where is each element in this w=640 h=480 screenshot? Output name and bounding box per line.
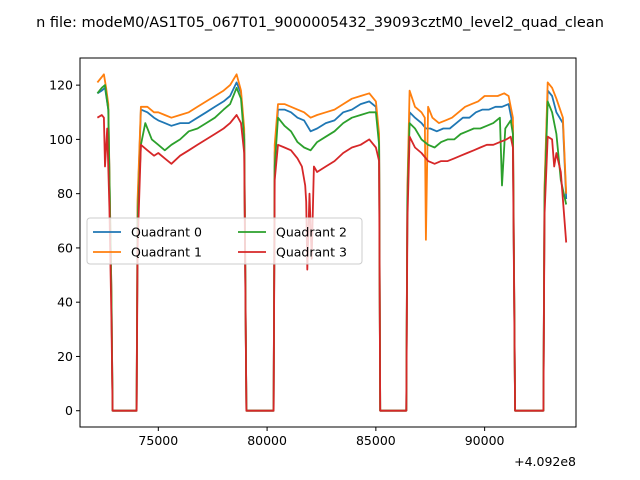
x-tick-label: 85000 (356, 433, 396, 448)
legend-label: Quadrant 1 (131, 245, 202, 260)
y-tick-label: 20 (57, 349, 73, 364)
x-tick-label: 75000 (138, 433, 178, 448)
series-line-quadrant-3 (96, 114, 568, 412)
plot-area (79, 57, 577, 428)
series-line-quadrant-0 (96, 81, 568, 412)
y-tick-label: 120 (49, 78, 73, 93)
x-tick-label: 80000 (247, 433, 287, 448)
plot-frame (79, 57, 577, 428)
legend-label: Quadrant 2 (276, 225, 347, 240)
y-axis: 0 20 40 60 80 100 120 (49, 78, 80, 418)
legend-label: Quadrant 3 (276, 245, 347, 260)
series-line-quadrant-2 (96, 84, 568, 412)
chart-title: n file: modeM0/AS1T05_067T01_9000005432_… (36, 15, 604, 31)
x-axis: 75000 80000 85000 90000 (138, 427, 505, 448)
y-tick-label: 60 (57, 240, 73, 255)
series-line-quadrant-1 (96, 73, 568, 412)
y-tick-label: 0 (65, 403, 73, 418)
y-tick-label: 40 (57, 295, 73, 310)
legend-box (86, 217, 363, 265)
legend: Quadrant 0 Quadrant 1 Quadrant 2 Quadrant 3 (86, 217, 363, 265)
y-tick-label: 80 (57, 186, 73, 201)
x-axis-offset-label: +4.092e8 (514, 454, 576, 469)
y-tick-label: 100 (49, 132, 73, 147)
x-tick-label: 90000 (465, 433, 505, 448)
legend-label: Quadrant 0 (131, 225, 202, 240)
